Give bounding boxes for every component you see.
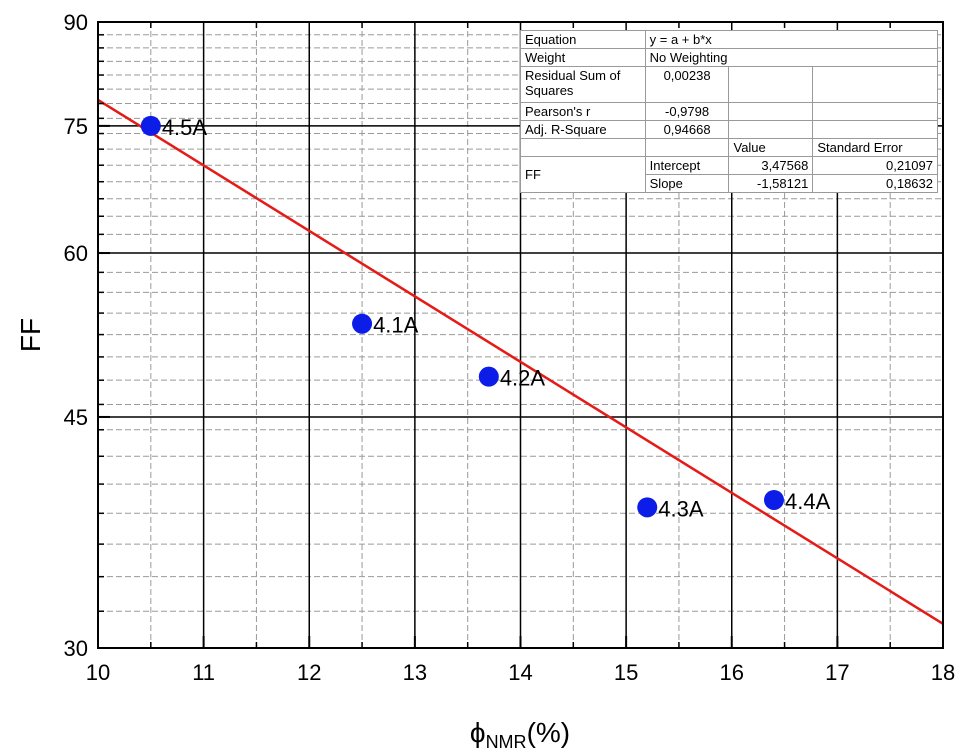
- equation-label: Equation: [520, 30, 646, 49]
- empty-cell: [812, 102, 938, 121]
- y-tick-label: 30: [64, 636, 88, 661]
- data-point: [140, 115, 161, 136]
- adj-r-square-label: Adj. R-Square: [520, 120, 646, 139]
- fit-line: [97, 98, 944, 625]
- y-axis-title: FF: [15, 318, 46, 352]
- x-tick-label: 13: [403, 660, 427, 685]
- table-row: FF Intercept 3,47568 0,21097: [520, 156, 938, 193]
- axis-ticks: [97, 21, 944, 649]
- table-row: Value Standard Error: [520, 138, 938, 157]
- empty-cell: [728, 120, 814, 139]
- empty-cell: [644, 138, 730, 157]
- y-tick-label: 75: [64, 114, 88, 139]
- empty-cell: [812, 66, 938, 103]
- rss-label: Residual Sum of Squares: [520, 66, 646, 103]
- data-point: [478, 366, 499, 387]
- equation-value: y = a + b*x: [644, 30, 939, 49]
- table-row: Equation y = a + b*x: [520, 30, 939, 49]
- x-axis-title: ϕNMR(%): [470, 717, 570, 751]
- empty-cell: [520, 138, 646, 157]
- data-markers: [140, 115, 784, 518]
- x-tick-label: 12: [297, 660, 321, 685]
- pearson-label: Pearson's r: [520, 102, 646, 121]
- data-point: [352, 313, 373, 334]
- x-tick-label: 14: [508, 660, 532, 685]
- pearson-value: -0,9798: [644, 102, 730, 121]
- data-point-label: 4.2A: [500, 366, 546, 391]
- weight-label: Weight: [520, 48, 646, 67]
- y-tick-label: 90: [64, 10, 88, 35]
- x-tick-label: 18: [931, 660, 955, 685]
- table-row: Pearson's r -0,9798: [520, 102, 938, 121]
- empty-cell: [728, 102, 814, 121]
- stderr-header: Standard Error: [812, 138, 938, 157]
- data-point-label: 4.3A: [658, 496, 704, 521]
- intercept-stderr: 0,21097: [812, 156, 938, 175]
- table-row: Adj. R-Square 0,94668: [520, 120, 938, 139]
- x-tick-labels: 10 11 12 13 14 15 16 17 18: [86, 660, 955, 685]
- data-point-label: 4.1A: [373, 313, 419, 338]
- adj-r-square-value: 0,94668: [644, 120, 730, 139]
- empty-cell: [812, 120, 938, 139]
- y-tick-label: 60: [64, 241, 88, 266]
- table-row: Residual Sum of Squares 0,00238: [520, 66, 938, 103]
- parameter-group-label: FF: [520, 156, 646, 193]
- x-axis-subscript: NMR: [486, 732, 527, 751]
- empty-cell: [728, 66, 814, 103]
- y-tick-label: 45: [64, 405, 88, 430]
- data-point-label: 4.5A: [162, 115, 208, 140]
- slope-value: -1,58121: [728, 174, 814, 193]
- table-row: Weight No Weighting: [520, 48, 939, 67]
- x-tick-label: 16: [720, 660, 744, 685]
- intercept-label: Intercept: [644, 156, 730, 175]
- x-axis-symbol: ϕ: [470, 717, 486, 748]
- point-labels: 4.5A 4.1A 4.2A 4.3A 4.4A: [162, 115, 831, 521]
- slope-stderr: 0,18632: [812, 174, 938, 193]
- data-point-label: 4.4A: [785, 489, 831, 514]
- fit-statistics-table: Equation y = a + b*x Weight No Weighting…: [520, 30, 939, 193]
- rss-value: 0,00238: [644, 66, 730, 103]
- x-tick-label: 10: [86, 660, 110, 685]
- intercept-value: 3,47568: [728, 156, 814, 175]
- data-point: [637, 497, 658, 518]
- data-point: [764, 489, 784, 510]
- x-axis-unit: (%): [527, 717, 571, 748]
- value-header: Value: [728, 138, 814, 157]
- y-tick-labels: 30 45 60 75 90: [64, 10, 88, 661]
- slope-label: Slope: [644, 174, 730, 193]
- weight-value: No Weighting: [644, 48, 939, 67]
- x-tick-label: 15: [614, 660, 638, 685]
- x-tick-label: 17: [825, 660, 849, 685]
- x-tick-label: 11: [192, 660, 215, 685]
- table-row: Slope -1,58121 0,18632: [521, 174, 938, 193]
